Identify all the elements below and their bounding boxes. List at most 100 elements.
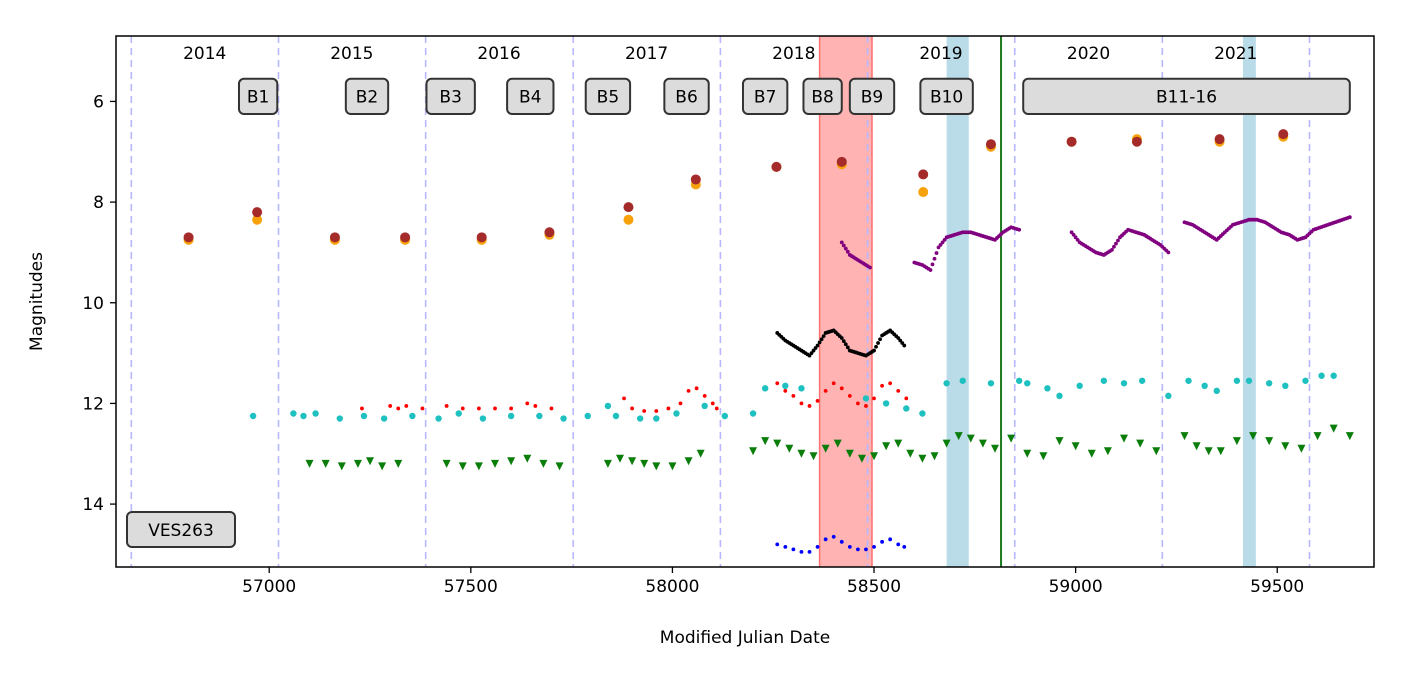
cyan-point-34: [1024, 380, 1031, 387]
green-point-62: [1297, 444, 1306, 453]
purple-point-14: [868, 265, 872, 270]
year-label-2018: 2018: [772, 44, 815, 64]
brown-point-5: [544, 227, 555, 238]
cyan-point-1: [290, 410, 297, 417]
green-point-21: [684, 457, 693, 466]
block-label-box: [425, 77, 476, 116]
red-point-24: [775, 381, 780, 386]
red-point-39: [896, 388, 901, 393]
green-point-16: [616, 454, 625, 463]
green-point-37: [918, 454, 927, 463]
cyan-point-14: [584, 412, 591, 420]
red-point-26: [791, 393, 796, 398]
purple-point-24: [930, 262, 935, 267]
black-point-33: [841, 339, 846, 344]
black-point-32: [839, 336, 844, 340]
brown-point-0: [183, 232, 194, 243]
brown-point-6: [623, 202, 634, 213]
green-point-12: [523, 454, 532, 463]
green-point-59: [1249, 432, 1258, 441]
cyan-point-38: [1100, 377, 1108, 384]
cyan-point-3: [312, 410, 319, 417]
purple-point-2: [843, 246, 848, 251]
green-point-39: [942, 439, 951, 448]
green-point-14: [555, 462, 564, 471]
red-point-28: [807, 404, 812, 408]
red-point-20: [694, 386, 699, 391]
block-label-box: [919, 77, 974, 116]
red-point-38: [888, 381, 893, 386]
x-tick-label-58500: 58500: [847, 577, 901, 597]
black-point-48: [872, 348, 876, 353]
green-point-19: [652, 462, 661, 471]
brown-point-13: [1131, 136, 1142, 147]
cyan-point-24: [782, 382, 789, 390]
x-tick-label-59000: 59000: [1049, 577, 1103, 597]
blue-point-5: [815, 544, 820, 549]
y-tick-label-12: 12: [82, 394, 104, 414]
series-orange: [183, 131, 1289, 245]
block-label-B11-16: B11-16: [1022, 77, 1351, 116]
green-point-28: [809, 452, 818, 461]
blue-point-10: [855, 547, 860, 552]
green-point-11: [507, 457, 516, 466]
green-point-35: [894, 439, 903, 448]
cyan-point-4: [336, 415, 343, 422]
cyan-point-15: [604, 402, 612, 410]
green-point-49: [1087, 449, 1096, 458]
cyan-point-40: [1138, 377, 1146, 384]
x-tick-label-59500: 59500: [1250, 577, 1304, 597]
green-point-57: [1216, 447, 1225, 456]
green-point-5: [378, 462, 387, 471]
series-black: [775, 328, 907, 358]
cyan-point-17: [636, 415, 644, 422]
cyan-point-22: [749, 410, 757, 417]
red-point-5: [444, 404, 449, 408]
red-point-40: [904, 396, 909, 401]
green-point-65: [1345, 432, 1354, 441]
red-point-22: [710, 401, 715, 406]
block-label-text: B3: [439, 87, 461, 107]
red-point-0: [360, 406, 364, 411]
shaded-regions: [818, 36, 1256, 567]
purple-point-25: [932, 256, 937, 261]
black-point-49: [874, 344, 878, 349]
series-green: [305, 424, 1354, 471]
object-label-text: VES263: [148, 521, 214, 541]
purple-point-67: [1017, 227, 1022, 232]
red-point-34: [855, 401, 860, 406]
green-point-43: [990, 444, 999, 453]
cyan-point-12: [536, 412, 543, 420]
red-point-30: [823, 388, 828, 393]
purple-point-1: [841, 243, 846, 248]
brown-point-2: [329, 232, 340, 243]
blue-point-12: [872, 544, 876, 549]
red-point-10: [525, 401, 530, 406]
purple-point-0: [839, 240, 844, 245]
green-point-29: [821, 444, 830, 453]
green-point-58: [1232, 437, 1241, 446]
cyan-point-36: [1056, 392, 1063, 400]
black-point-63: [902, 343, 907, 348]
red-point-36: [872, 396, 876, 401]
green-point-27: [797, 449, 806, 458]
blue-point-16: [902, 544, 907, 549]
black-point-20: [815, 343, 820, 348]
red-point-16: [654, 409, 659, 413]
year-label-2016: 2016: [477, 44, 520, 64]
series-red: [360, 381, 909, 413]
block-label-B3: B3: [425, 77, 476, 116]
cyan-point-49: [1302, 377, 1309, 384]
cyan-point-25: [798, 385, 805, 392]
block-label-text: B7: [754, 87, 776, 107]
block-label-text: B11-16: [1156, 87, 1217, 107]
green-point-25: [773, 439, 782, 448]
block-label-text: B1: [247, 87, 269, 107]
block-label-text: B10: [930, 87, 963, 107]
cyan-point-39: [1120, 380, 1128, 387]
series-blue: [775, 534, 907, 554]
green-point-60: [1265, 437, 1274, 446]
red-point-11: [533, 404, 538, 408]
cyan-point-19: [673, 410, 680, 417]
green-point-64: [1329, 424, 1338, 433]
